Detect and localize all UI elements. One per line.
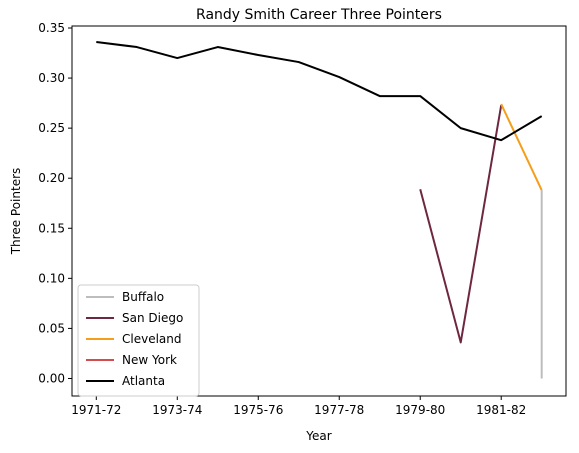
x-tick-label: 1981-82 bbox=[476, 403, 526, 417]
y-tick-label: 0.15 bbox=[38, 221, 65, 235]
legend-label-new-york: New York bbox=[122, 353, 177, 367]
y-tick-label: 0.20 bbox=[38, 171, 65, 185]
y-tick-label: 0.35 bbox=[38, 21, 65, 35]
x-axis-ticks: 1971-72 1973-74 1975-76 1977-78 1979-80 1981-… bbox=[71, 396, 526, 417]
y-tick-label: 0.05 bbox=[38, 321, 65, 335]
chart-title: Randy Smith Career Three Pointers bbox=[196, 7, 442, 23]
y-tick-label: 0.25 bbox=[38, 121, 65, 135]
x-tick-label: 1977-78 bbox=[314, 403, 364, 417]
series-line-san-diego bbox=[419, 104, 503, 344]
x-tick-label: 1975-76 bbox=[233, 403, 283, 417]
x-tick-label: 1971-72 bbox=[71, 403, 121, 417]
y-axis-title: Three Pointers bbox=[9, 168, 23, 256]
legend-label-san-diego: San Diego bbox=[122, 311, 183, 325]
legend-label-cleveland: Cleveland bbox=[122, 332, 182, 346]
legend: Buffalo San Diego Cleveland New York Atlanta bbox=[77, 284, 200, 397]
series-line-cleveland bbox=[500, 103, 543, 191]
y-tick-label: 0.10 bbox=[38, 271, 65, 285]
series-line-atlanta bbox=[96, 41, 543, 142]
legend-box bbox=[77, 284, 200, 397]
series-layer bbox=[96, 41, 543, 379]
y-axis-ticks: 0.00 0.05 0.10 0.15 0.20 0.25 0.30 0.35 bbox=[38, 21, 72, 385]
y-tick-label: 0.00 bbox=[38, 371, 65, 385]
legend-label-buffalo: Buffalo bbox=[122, 290, 164, 304]
plot-frame bbox=[71, 25, 567, 397]
x-axis-title: Year bbox=[305, 429, 331, 443]
legend-label-atlanta: Atlanta bbox=[122, 374, 165, 388]
x-tick-label: 1973-74 bbox=[152, 403, 202, 417]
x-tick-label: 1979-80 bbox=[395, 403, 445, 417]
y-tick-label: 0.30 bbox=[38, 71, 65, 85]
